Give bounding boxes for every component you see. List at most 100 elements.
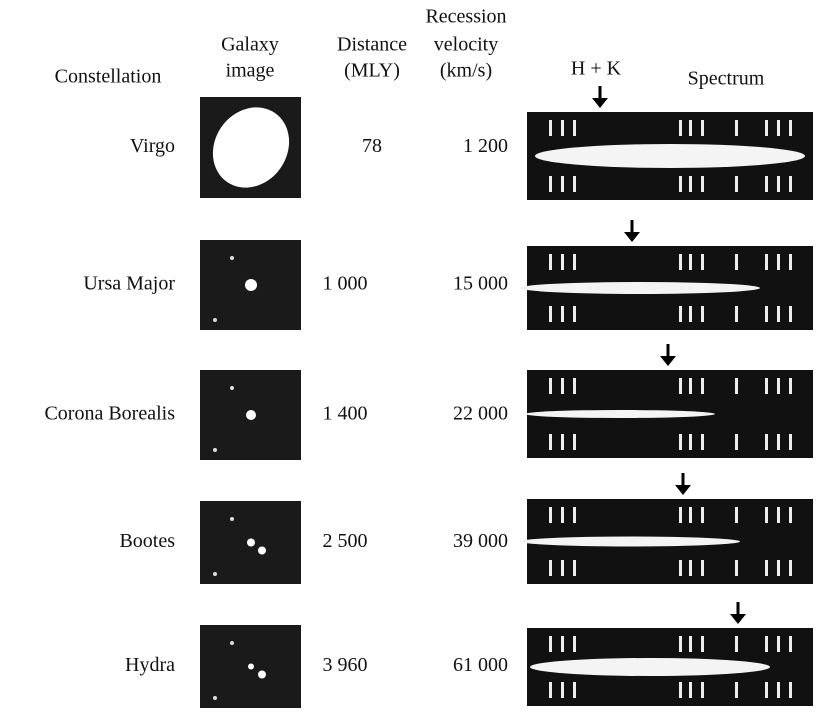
- header-hk: H + K: [571, 58, 622, 80]
- comparison-line: [765, 560, 768, 576]
- arrow-head: [675, 485, 691, 495]
- comparison-line: [765, 507, 768, 523]
- comparison-line: [573, 560, 576, 576]
- comparison-line: [561, 560, 564, 576]
- galaxy-spectrum: [520, 537, 740, 547]
- galaxy-spectrum: [530, 658, 770, 676]
- comparison-line: [777, 176, 780, 192]
- comparison-line: [777, 560, 780, 576]
- comparison-line: [735, 682, 738, 698]
- distance: 1 400: [323, 403, 368, 425]
- comparison-line: [679, 176, 682, 192]
- comparison-line: [561, 254, 564, 270]
- comparison-line: [777, 682, 780, 698]
- comparison-line: [549, 120, 552, 136]
- comparison-line: [573, 176, 576, 192]
- star: [213, 696, 217, 700]
- comparison-line: [735, 507, 738, 523]
- comparison-line: [777, 378, 780, 394]
- comparison-line: [573, 120, 576, 136]
- comparison-line: [561, 306, 564, 322]
- comparison-line: [735, 254, 738, 270]
- comparison-line: [701, 120, 704, 136]
- comparison-line: [765, 254, 768, 270]
- arrow-head: [624, 232, 640, 242]
- comparison-line: [689, 254, 692, 270]
- velocity: 61 000: [453, 654, 508, 676]
- galaxy: [245, 279, 257, 291]
- comparison-line: [549, 636, 552, 652]
- comparison-line: [679, 378, 682, 394]
- comparison-line: [679, 254, 682, 270]
- comparison-line: [689, 434, 692, 450]
- comparison-line: [789, 636, 792, 652]
- comparison-line: [701, 560, 704, 576]
- velocity: 39 000: [453, 530, 508, 552]
- velocity: 15 000: [453, 273, 508, 295]
- star: [230, 386, 234, 390]
- comparison-line: [549, 682, 552, 698]
- comparison-line: [561, 434, 564, 450]
- comparison-line: [777, 306, 780, 322]
- comparison-line: [735, 120, 738, 136]
- comparison-line: [701, 254, 704, 270]
- distance: 78: [362, 135, 382, 157]
- header-velocity: (km/s): [440, 60, 492, 82]
- comparison-line: [777, 254, 780, 270]
- comparison-line: [735, 636, 738, 652]
- comparison-line: [701, 636, 704, 652]
- comparison-line: [549, 507, 552, 523]
- constellation: Virgo: [130, 135, 175, 157]
- comparison-line: [679, 120, 682, 136]
- header-distance: Distance: [337, 34, 407, 56]
- comparison-line: [701, 306, 704, 322]
- comparison-line: [549, 254, 552, 270]
- comparison-line: [765, 176, 768, 192]
- comparison-line: [789, 176, 792, 192]
- comparison-line: [573, 507, 576, 523]
- comparison-line: [679, 682, 682, 698]
- comparison-line: [789, 254, 792, 270]
- comparison-line: [561, 176, 564, 192]
- header-galaxy: Galaxy: [221, 34, 279, 56]
- comparison-line: [735, 378, 738, 394]
- comparison-line: [549, 434, 552, 450]
- figure: Constellation Galaxy image Distance (MLY…: [0, 0, 819, 712]
- comparison-line: [777, 636, 780, 652]
- comparison-line: [573, 306, 576, 322]
- distance: 3 960: [323, 654, 368, 676]
- comparison-line: [549, 176, 552, 192]
- comparison-line: [789, 507, 792, 523]
- comparison-line: [679, 306, 682, 322]
- distance: 1 000: [323, 273, 368, 295]
- star: [213, 318, 217, 322]
- comparison-line: [701, 176, 704, 192]
- comparison-line: [561, 636, 564, 652]
- comparison-line: [689, 507, 692, 523]
- comparison-line: [701, 682, 704, 698]
- comparison-line: [689, 306, 692, 322]
- comparison-line: [549, 306, 552, 322]
- comparison-line: [679, 560, 682, 576]
- comparison-line: [765, 306, 768, 322]
- constellation: Bootes: [119, 530, 175, 552]
- constellation: Hydra: [125, 654, 175, 676]
- comparison-line: [789, 434, 792, 450]
- header-velocity: Recession: [425, 6, 506, 28]
- comparison-line: [735, 306, 738, 322]
- header-velocity: velocity: [434, 34, 498, 56]
- comparison-line: [689, 120, 692, 136]
- star: [230, 641, 234, 645]
- constellation: Ursa Major: [83, 273, 175, 295]
- comparison-line: [561, 682, 564, 698]
- comparison-line: [789, 120, 792, 136]
- comparison-line: [701, 378, 704, 394]
- comparison-line: [573, 682, 576, 698]
- distance: 2 500: [323, 530, 368, 552]
- comparison-line: [777, 434, 780, 450]
- comparison-line: [789, 560, 792, 576]
- comparison-line: [561, 120, 564, 136]
- comparison-line: [573, 378, 576, 394]
- constellation: Corona Borealis: [44, 403, 175, 425]
- galaxy-spectrum: [525, 410, 715, 418]
